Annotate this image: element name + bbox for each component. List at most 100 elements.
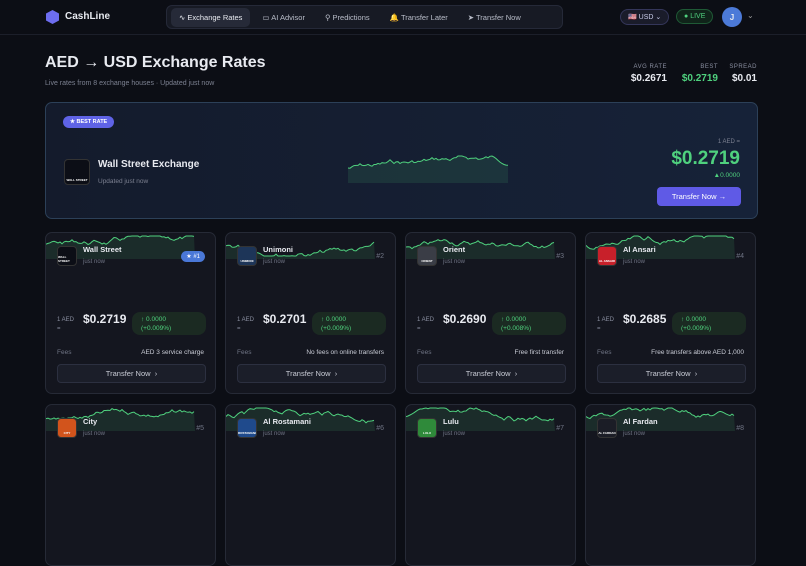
sparkline [46,235,195,246]
best-transfer-button[interactable]: Transfer Now → [657,187,741,206]
card-sparkline [226,407,375,431]
card-name: Al Fardan [623,417,658,426]
avatar[interactable]: J [722,7,742,27]
card-change-value: ↑ 0.0000 [321,316,346,323]
card-sparkline [46,407,195,431]
page: CashLine ∿ Exchange Rates ▭ AI Advisor ⚲ P… [0,5,806,566]
card-eq: = [597,326,601,332]
rate-card: AL FARDAN Al Fardan just now #8 [585,404,756,566]
card-transfer-button[interactable]: Transfer Now › [597,364,746,383]
card-change: ↑ 0.0000 (+0.009%) [672,312,746,335]
nav-tab[interactable]: ➤ Transfer Now [467,12,521,22]
card-name: Unimoni [263,245,293,254]
card-name: Orient [443,245,466,254]
card-fees: No fees on online transfers [306,349,384,356]
card-change-pct: (+0.008%) [501,325,532,332]
card-updated: just now [443,431,466,437]
card-fees: Free first transfer [514,349,564,356]
card-change-value: ↑ 0.0000 [141,316,166,323]
card-logo: CITY [57,418,77,438]
stat: BEST $0.2719 [680,64,718,84]
card-unit: 1 AED [57,317,75,323]
best-rate-card: ★ BEST RATE WALL STREET Wall Street Exch… [45,102,758,219]
sparkline-area [406,239,555,259]
card-change-pct: (+0.009%) [141,325,172,332]
card-change: ↑ 0.0000 (+0.009%) [312,312,386,335]
card-logo: ROSTAMANI [237,418,257,438]
sparkline-area [586,408,735,431]
currency: USD [638,14,654,21]
live: LIVE [690,13,706,20]
currency-select[interactable]: 🇺🇸 USD ⌄ [620,9,670,25]
card-fees-label: Fees [417,349,432,356]
card-updated: just now [263,259,286,265]
sparkline [348,155,508,169]
sparkline [226,407,375,424]
card-rank: #3 [556,253,564,260]
card-sparkline [406,407,555,431]
card-button-text: Transfer Now [285,369,331,378]
card-change-pct: (+0.009%) [321,325,352,332]
sparkline [406,239,555,250]
best-updated: Updated just now [98,178,149,185]
card-fees: AED 3 service charge [141,349,204,356]
best-sparkline [348,155,508,183]
best-logo: WALL STREET [64,159,90,185]
best-badge-text: BEST RATE [76,119,108,125]
card-updated: just now [263,431,286,437]
card-rank: #4 [736,253,744,260]
card-eq: = [237,326,241,332]
rate-card: CITY City just now #5 [45,404,216,566]
rate-card: UNIMONI Unimoni just now #2 1 AED = $0.2701 ↑ 0… [225,232,396,394]
card-name: City [83,417,98,426]
card-name: Al Rostamani [263,417,311,426]
sparkline [406,407,555,422]
sparkline-area [226,408,375,431]
card-logo: ORIENT [417,246,437,266]
nav-tab[interactable]: ∿ Exchange Rates [171,7,251,27]
card-transfer-button[interactable]: Transfer Now › [417,364,566,383]
page-title: AED → USD Exchange Rates [45,54,266,71]
card-sparkline [46,235,195,259]
card-logo: AL ANSARI [597,246,617,266]
sparkline-area [46,408,195,431]
sparkline-area [348,156,508,183]
stat-label: BEST [700,64,718,70]
best-rate: $0.2719 [671,148,740,169]
card-button-text: Transfer Now [645,369,691,378]
card-transfer-button[interactable]: Transfer Now › [237,364,386,383]
card-rank: #5 [196,425,204,432]
card-name: Lulu [443,417,459,426]
card-rate: $0.2690 [443,312,487,326]
card-updated: just now [623,259,646,265]
stat-label: AVG RATE [633,64,667,70]
card-updated: just now [83,431,106,437]
card-logo: AL FARDAN [597,418,617,438]
card-eq: = [417,326,421,332]
nav-tab[interactable]: ▭ AI Advisor [262,12,305,22]
best-name: Wall Street Exchange [98,159,200,170]
stat-label: SPREAD [729,64,757,70]
card-unit: 1 AED [237,317,255,323]
rank-badge: ★ #1 [181,251,205,262]
stat: AVG RATE $0.2671 [629,64,667,84]
stat-value: $0.2719 [681,73,718,84]
sparkline-area [46,236,195,259]
nav-tab-label: AI Advisor [271,12,305,22]
stat: SPREAD $0.01 [719,64,757,84]
card-rank: #2 [376,253,384,260]
card-fees-label: Fees [57,349,72,356]
card-transfer-button[interactable]: Transfer Now › [57,364,206,383]
best-badge: ★ BEST RATE [63,116,115,128]
card-change-pct: (+0.009%) [681,325,712,332]
card-logo: LULU [417,418,437,438]
nav-tab-label: Transfer Later [400,12,448,22]
nav-tab-label: Exchange Rates [187,12,243,22]
nav-tab[interactable]: ⚲ Predictions [324,12,370,22]
nav-tab[interactable]: 🔔 Transfer Later [389,12,448,22]
card-change: ↑ 0.0000 (+0.008%) [492,312,566,335]
rate-card: ORIENT Orient just now #3 1 AED = $0.2690 ↑ 0.0… [405,232,576,394]
card-change-value: ↑ 0.0000 [681,316,706,323]
card-rate: $0.2685 [623,312,667,326]
sparkline [46,407,195,421]
